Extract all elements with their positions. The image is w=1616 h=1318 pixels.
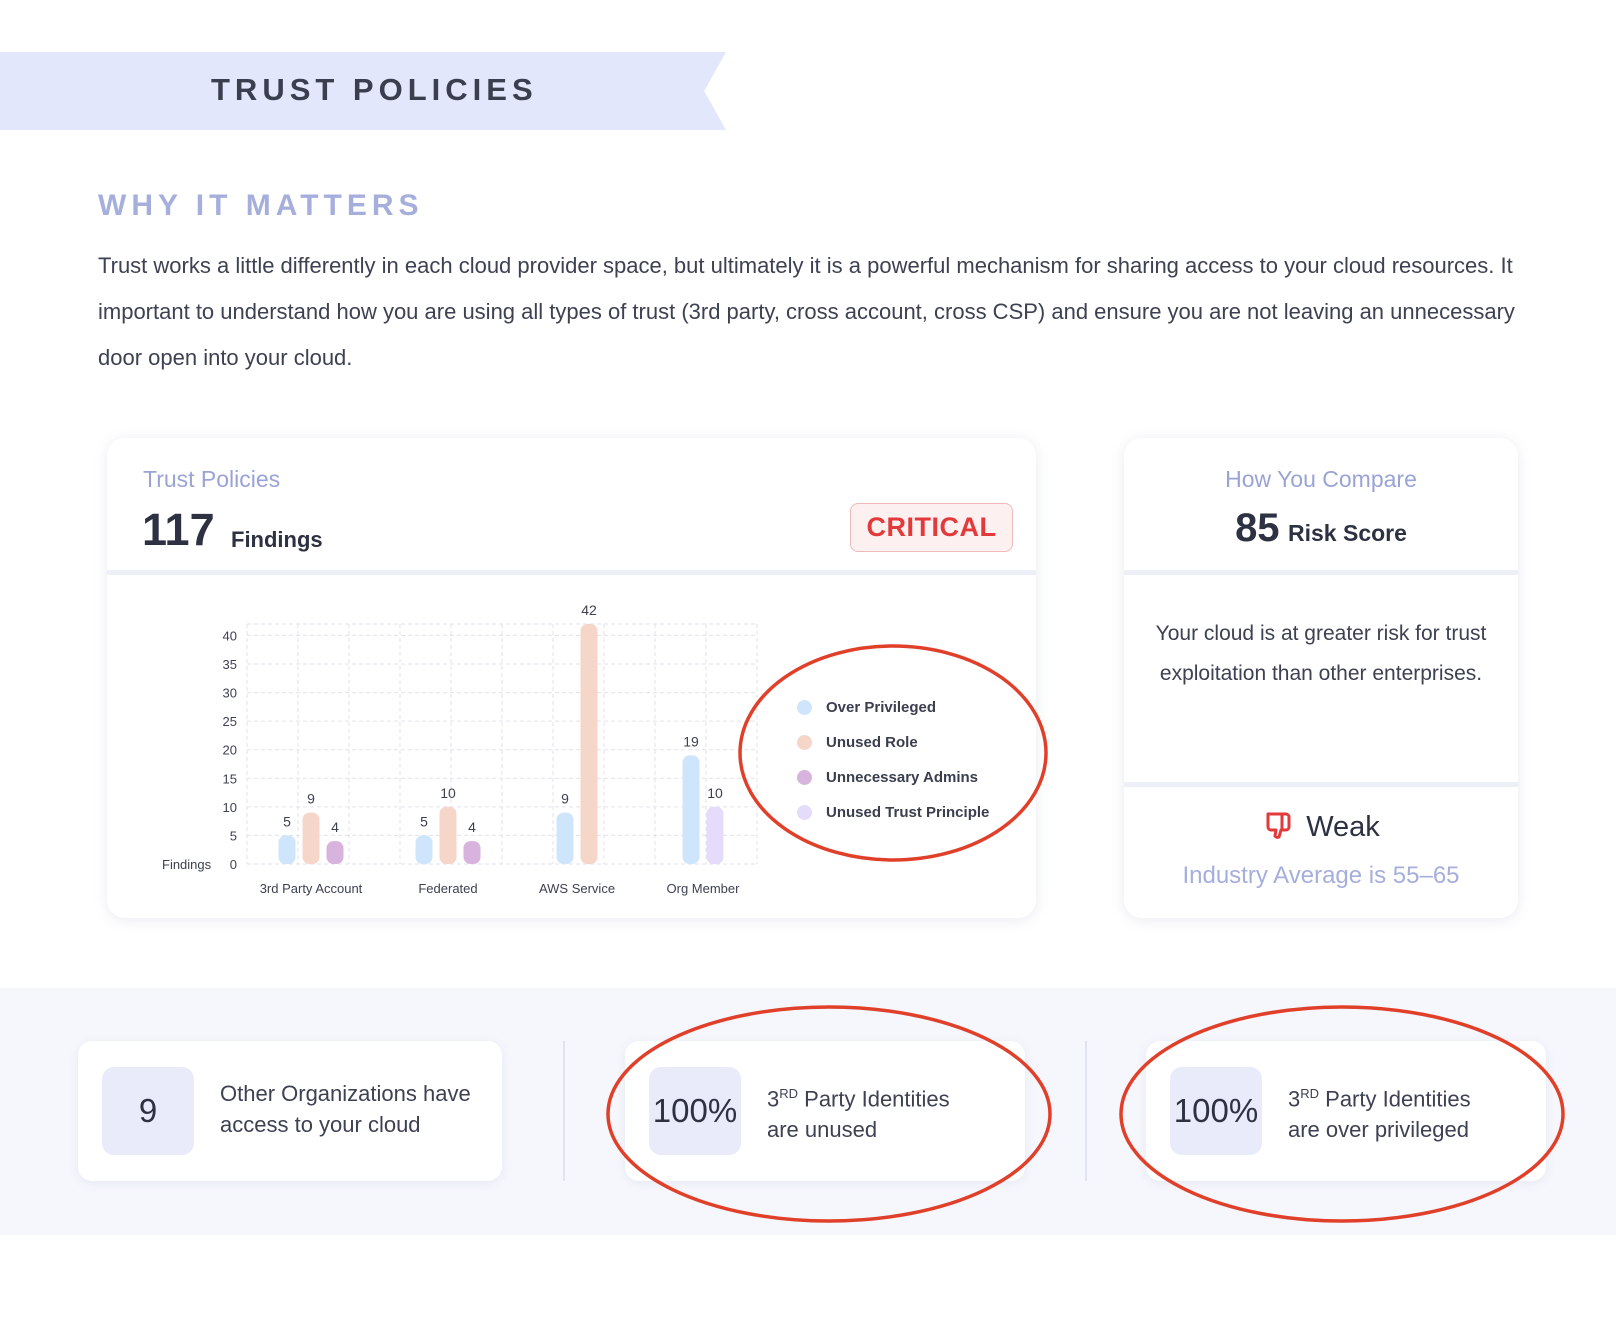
bar — [706, 806, 724, 864]
bar-value-label: 5 — [283, 813, 291, 829]
card-kicker: Trust Policies — [143, 466, 281, 492]
card-divider — [107, 570, 1036, 575]
card-divider — [1124, 570, 1518, 575]
verdict-label: Weak — [1306, 811, 1380, 843]
y-tick-label: 25 — [223, 714, 237, 729]
stat-value: 9 — [102, 1067, 194, 1155]
y-axis-label: Findings — [162, 857, 212, 872]
risk-score-value: 85 — [1235, 506, 1280, 550]
bar-value-label: 9 — [307, 791, 315, 807]
bar-value-label: 19 — [683, 733, 699, 749]
card-kicker: How You Compare — [1225, 466, 1417, 492]
x-category-label: Org Member — [667, 881, 741, 896]
stat-card-over-privileged: 100% 3RD Party Identities are over privil… — [1146, 1041, 1546, 1181]
risk-score: 85 Risk Score — [1124, 506, 1518, 551]
bar-value-label: 4 — [331, 819, 339, 835]
section-banner — [0, 52, 726, 130]
bar — [682, 755, 700, 864]
legend-dot — [797, 735, 812, 750]
industry-average: Industry Average is 55–65 — [1182, 862, 1460, 889]
why-it-matters-text: Trust works a little differently in each… — [98, 253, 1515, 370]
risk-score-label: Risk Score — [1288, 520, 1407, 546]
stat-label: Other Organizations have access to your c… — [220, 1081, 471, 1137]
card-divider — [1124, 782, 1518, 787]
stat-card-other-orgs: 9 Other Organizations have access to your… — [78, 1041, 502, 1181]
bar-value-label: 10 — [707, 785, 723, 801]
stat-card-unused: 100% 3RD Party Identities are unused — [625, 1041, 1025, 1181]
legend-dot — [797, 770, 812, 785]
stat-separator — [563, 1041, 565, 1181]
stat-value: 100% — [1170, 1067, 1262, 1155]
verdict: Weak — [1124, 808, 1518, 847]
bar-value-label: 9 — [561, 791, 569, 807]
severity-badge: CRITICAL — [850, 503, 1013, 552]
stat-separator — [1085, 1041, 1087, 1181]
y-tick-label: 20 — [223, 743, 237, 758]
y-tick-label: 15 — [223, 771, 237, 786]
bar — [278, 835, 296, 864]
bar-value-label: 10 — [440, 785, 456, 801]
thumbs-down-icon — [1262, 808, 1296, 847]
y-tick-label: 35 — [223, 657, 237, 672]
bar — [439, 806, 457, 864]
y-tick-label: 40 — [223, 628, 237, 643]
findings-count: 117 — [142, 504, 215, 555]
chart-legend: Over Privileged Unused Role Unnecessary Ad… — [797, 690, 989, 830]
legend-label: Unnecessary Admins — [826, 769, 979, 786]
x-category-label: Federated — [418, 881, 477, 896]
bar-value-label: 5 — [420, 813, 428, 829]
legend-label: Over Privileged — [826, 699, 937, 716]
bar — [463, 841, 481, 864]
y-tick-label: 10 — [223, 800, 237, 815]
stat-label: 3RD Party Identities are over privileged — [1288, 1086, 1471, 1143]
findings-label: Findings — [231, 527, 323, 552]
bar — [326, 841, 344, 864]
legend-label: Unused Role — [826, 734, 918, 751]
y-tick-label: 5 — [230, 828, 237, 843]
legend-dot — [797, 805, 812, 820]
stat-label: 3RD Party Identities are unused — [767, 1086, 950, 1143]
y-tick-label: 30 — [223, 686, 237, 701]
legend-item: Unused Role — [797, 725, 989, 760]
bar — [580, 624, 598, 864]
section-title: TRUST POLICIES — [211, 72, 538, 107]
bar — [302, 812, 320, 864]
x-category-label: AWS Service — [539, 881, 615, 896]
legend-label: Unused Trust Principle — [826, 804, 990, 821]
bar-value-label: 4 — [468, 819, 476, 835]
stat-value: 100% — [649, 1067, 741, 1155]
compare-description: Your cloud is at greater risk for trust … — [1155, 622, 1487, 685]
bar-value-label: 42 — [581, 602, 597, 618]
legend-dot — [797, 700, 812, 715]
y-tick-label: 0 — [230, 857, 237, 872]
how-you-compare-card: How You Compare 85 Risk Score Your cloud… — [1124, 438, 1518, 918]
legend-item: Unnecessary Admins — [797, 760, 989, 795]
legend-item: Over Privileged — [797, 690, 989, 725]
x-category-label: 3rd Party Account — [260, 881, 363, 896]
legend-item: Unused Trust Principle — [797, 795, 989, 830]
bar — [556, 812, 574, 864]
why-it-matters-heading: WHY IT MATTERS — [98, 189, 424, 222]
bar — [415, 835, 433, 864]
